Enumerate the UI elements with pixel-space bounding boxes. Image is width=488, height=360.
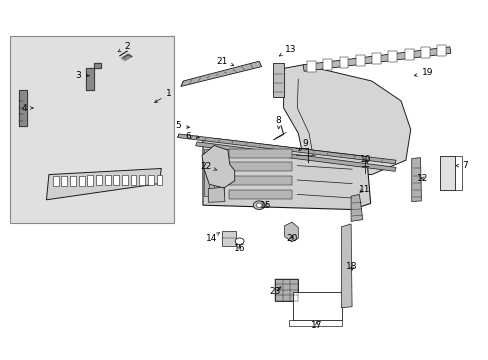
- Bar: [222, 231, 236, 246]
- Text: 12: 12: [416, 174, 427, 183]
- Circle shape: [253, 201, 264, 210]
- Bar: [70, 176, 76, 186]
- Bar: [274, 279, 298, 301]
- Text: 4: 4: [21, 104, 33, 112]
- Text: 8: 8: [275, 116, 281, 129]
- Text: 5: 5: [175, 122, 189, 130]
- Text: 11: 11: [358, 184, 369, 194]
- Bar: [293, 292, 342, 320]
- Text: 7: 7: [455, 161, 467, 170]
- Polygon shape: [181, 61, 261, 86]
- Polygon shape: [121, 54, 132, 60]
- Bar: [272, 63, 283, 97]
- Bar: [204, 149, 214, 196]
- Text: 21: 21: [216, 57, 233, 66]
- Bar: [439, 156, 454, 190]
- Bar: [104, 175, 110, 185]
- Bar: [323, 59, 331, 70]
- Text: 19: 19: [413, 68, 432, 77]
- Bar: [139, 175, 145, 185]
- Bar: [436, 45, 445, 56]
- Text: 22: 22: [200, 162, 216, 171]
- Polygon shape: [341, 224, 351, 308]
- Bar: [122, 175, 127, 185]
- Bar: [228, 149, 292, 158]
- Text: 9: 9: [298, 139, 308, 150]
- Bar: [420, 47, 429, 58]
- Circle shape: [256, 203, 262, 207]
- Bar: [371, 53, 380, 64]
- Text: 14: 14: [205, 233, 219, 243]
- Bar: [228, 190, 292, 199]
- Text: 16: 16: [233, 244, 245, 253]
- Bar: [96, 175, 102, 185]
- Bar: [355, 55, 364, 66]
- Polygon shape: [350, 194, 362, 221]
- Polygon shape: [177, 134, 395, 164]
- Bar: [113, 175, 119, 185]
- Bar: [147, 175, 153, 185]
- Bar: [387, 51, 396, 62]
- Polygon shape: [195, 142, 395, 171]
- Bar: [79, 176, 84, 186]
- Text: 15: 15: [259, 201, 271, 210]
- Polygon shape: [411, 158, 421, 202]
- Bar: [53, 176, 59, 186]
- Text: 6: 6: [184, 132, 199, 141]
- Bar: [306, 61, 315, 72]
- Polygon shape: [19, 90, 27, 126]
- Bar: [130, 175, 136, 185]
- Circle shape: [235, 238, 244, 244]
- Text: 2: 2: [118, 42, 129, 52]
- Text: 3: 3: [75, 71, 89, 80]
- Bar: [87, 175, 93, 185]
- Text: 1: 1: [154, 89, 172, 103]
- Polygon shape: [303, 47, 450, 71]
- Bar: [228, 176, 292, 185]
- Polygon shape: [208, 187, 224, 202]
- Text: 20: 20: [286, 234, 298, 243]
- Bar: [228, 162, 292, 171]
- Text: 23: 23: [269, 287, 281, 296]
- Polygon shape: [46, 168, 161, 200]
- Polygon shape: [202, 145, 234, 188]
- Polygon shape: [85, 63, 101, 90]
- Polygon shape: [284, 222, 298, 242]
- Bar: [404, 49, 413, 60]
- Bar: [156, 175, 162, 185]
- Text: 10: 10: [359, 154, 371, 163]
- Bar: [214, 149, 224, 196]
- Polygon shape: [283, 65, 410, 175]
- Text: 18: 18: [346, 262, 357, 271]
- Polygon shape: [203, 139, 370, 210]
- Bar: [61, 176, 67, 186]
- Text: 17: 17: [310, 321, 322, 330]
- Bar: [209, 149, 219, 196]
- Bar: [10, 36, 173, 223]
- Text: 13: 13: [279, 45, 296, 56]
- Bar: [339, 57, 347, 68]
